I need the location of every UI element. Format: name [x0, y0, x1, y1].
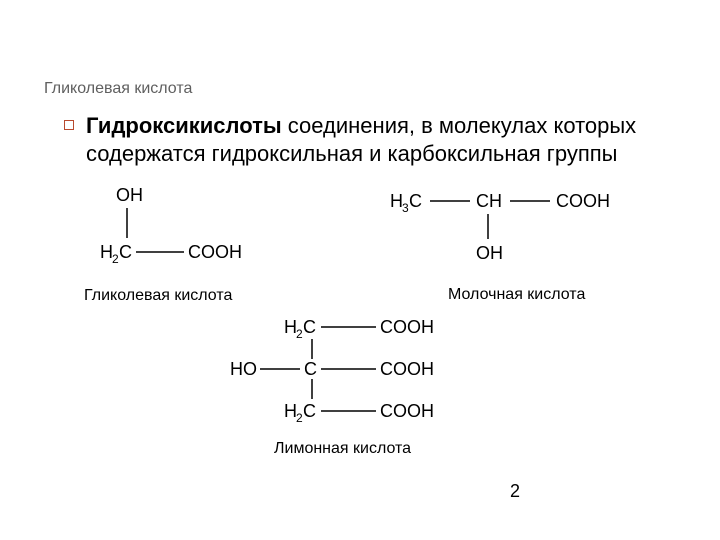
atom-cooh-bot: COOH: [380, 401, 434, 421]
bullet-icon: [64, 120, 74, 130]
body-paragraph: Гидроксикислоты соединения, в молекулах …: [86, 112, 676, 167]
citric-svg: H 2 C COOH HO C COOH H 2 C COO: [224, 313, 484, 433]
structure-citric: H 2 C COOH HO C COOH H 2 C COO: [224, 313, 484, 458]
atom-cooh-top: COOH: [380, 317, 434, 337]
atom-oh: OH: [476, 243, 503, 263]
atom-c-mid: C: [304, 359, 317, 379]
page-number: 2: [510, 481, 520, 502]
atom-h3c-sub: 3: [402, 201, 409, 215]
caption-glycolic: Гликолевая кислота: [84, 287, 264, 305]
body-row: Гидроксикислоты соединения, в молекулах …: [64, 112, 676, 167]
atom-h2c-bot-c: C: [303, 401, 316, 421]
atom-h2c-top-sub: 2: [296, 327, 303, 341]
atom-h2c-c: C: [119, 242, 132, 262]
slide: Гликолевая кислота Гидроксикислоты соеди…: [0, 0, 720, 540]
lactic-svg: H 3 C CH COOH OH: [384, 187, 664, 277]
structure-glycolic: OH H 2 C COOH Гликолевая кислота: [84, 183, 264, 305]
body-lead: Гидроксикислоты: [86, 113, 282, 138]
atom-ho: HO: [230, 359, 257, 379]
caption-lactic: Молочная кислота: [448, 286, 664, 304]
structure-lactic: H 3 C CH COOH OH Молочная кислота: [384, 187, 664, 304]
atom-h2c-sub: 2: [112, 252, 119, 266]
atom-oh: OH: [116, 185, 143, 205]
glycolic-svg: OH H 2 C COOH: [84, 183, 264, 278]
atom-h3c-c: C: [409, 191, 422, 211]
atom-ch: CH: [476, 191, 502, 211]
atom-cooh: COOH: [188, 242, 242, 262]
atom-cooh: COOH: [556, 191, 610, 211]
atom-h2c-bot-sub: 2: [296, 411, 303, 425]
caption-citric: Лимонная кислота: [274, 440, 484, 458]
slide-title: Гликолевая кислота: [44, 80, 676, 98]
atom-cooh-mid: COOH: [380, 359, 434, 379]
atom-h2c-top-c: C: [303, 317, 316, 337]
structures-area: OH H 2 C COOH Гликолевая кислота H 3 C C…: [44, 183, 676, 483]
